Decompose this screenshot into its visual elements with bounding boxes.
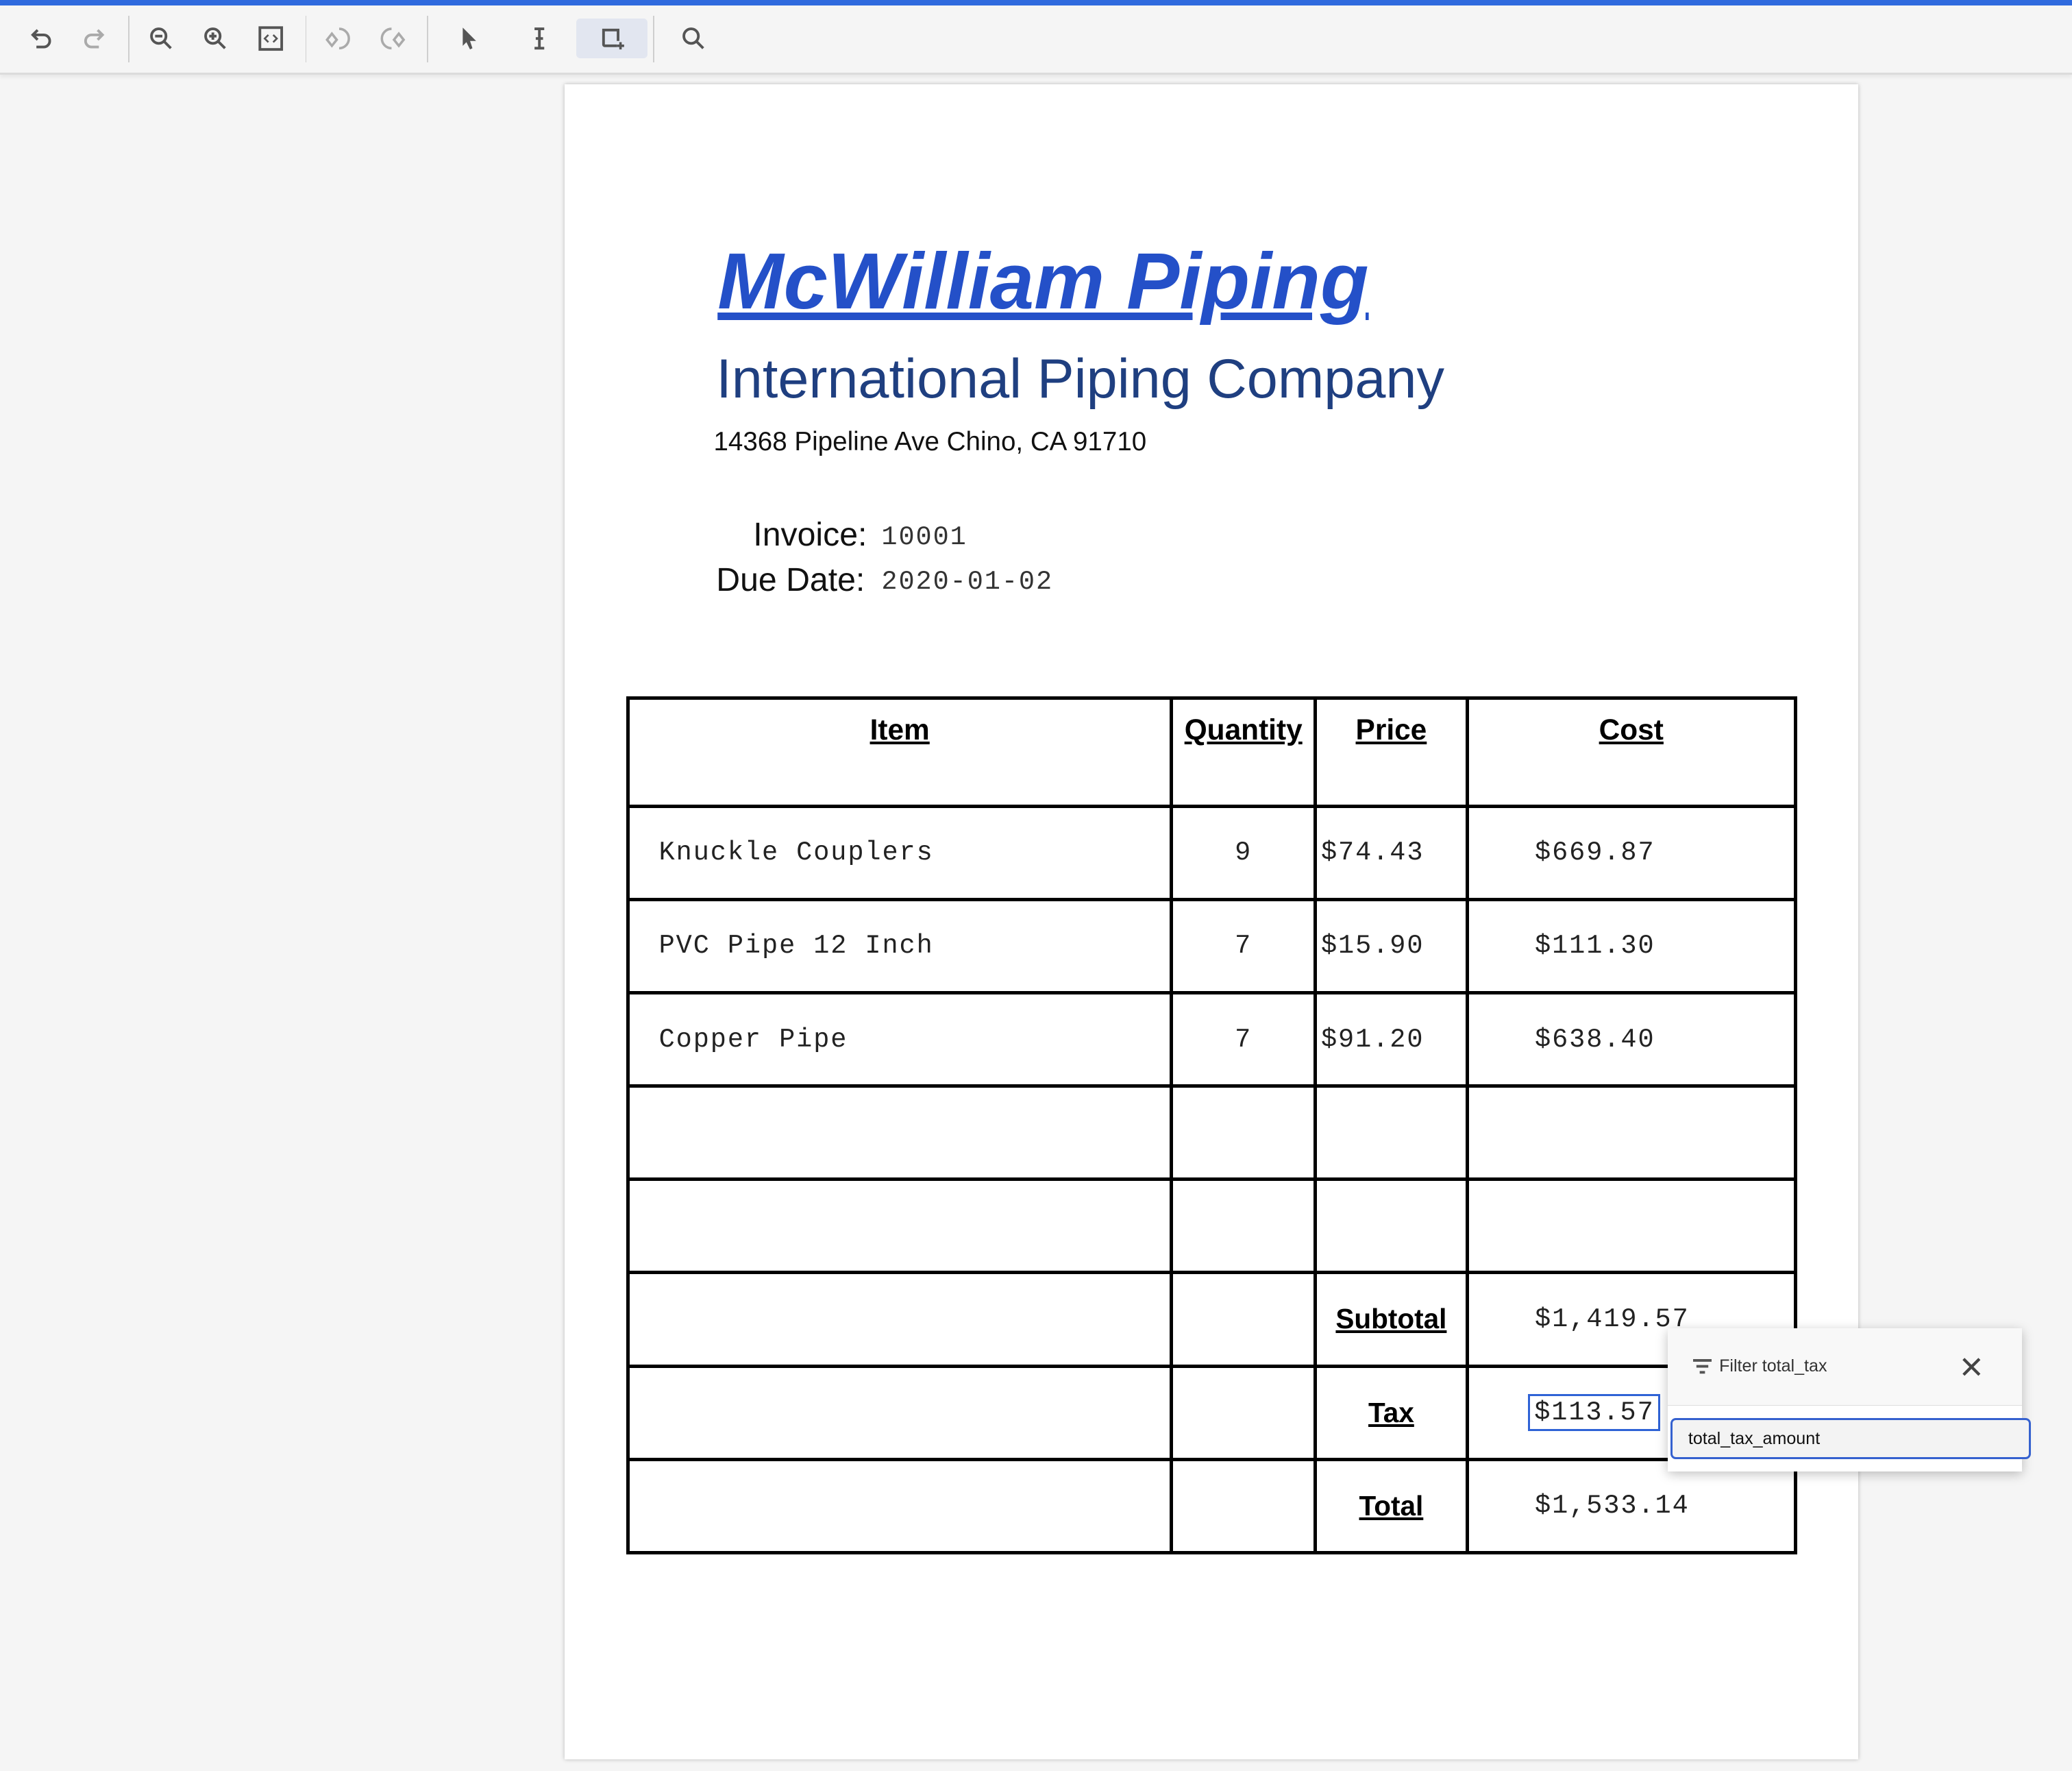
- undo-button[interactable]: [21, 19, 61, 58]
- rotate-left-button[interactable]: [319, 19, 358, 58]
- empty-row: [626, 1177, 1797, 1275]
- close-icon[interactable]: [1958, 1354, 1985, 1380]
- divider: [305, 16, 307, 62]
- add-box-icon: [602, 28, 624, 49]
- redo-button[interactable]: [74, 19, 114, 58]
- header-cost: Cost: [1465, 696, 1797, 808]
- invoice-label: Invoice:: [753, 516, 867, 554]
- table-row: PVC Pipe 12 Inch 7 $15.90 $111.30: [626, 897, 1797, 994]
- quantity-cell: 7: [1170, 990, 1318, 1088]
- table-row: Knuckle Couplers 9 $74.43 $669.87: [626, 804, 1797, 901]
- company-name: McWilliam Piping: [717, 236, 1369, 326]
- tax-row: Tax $113.57: [626, 1364, 1797, 1461]
- header-item: Item: [626, 696, 1174, 808]
- quantity-cell: 9: [1170, 804, 1318, 901]
- total-value: $1,533.14: [1465, 1457, 1797, 1554]
- fit-page-icon: [258, 26, 284, 51]
- filter-popup-title: Filter total_tax: [1719, 1356, 1827, 1376]
- zoom-in-button[interactable]: [195, 19, 235, 58]
- header-quantity: Quantity: [1170, 696, 1318, 808]
- divider: [652, 16, 654, 62]
- item-cell: Knuckle Couplers: [626, 804, 1174, 901]
- table-row: Copper Pipe 7 $91.20 $638.40: [626, 990, 1797, 1088]
- text-cursor-icon: [534, 27, 544, 49]
- tax-value-selected[interactable]: $113.57: [1528, 1394, 1661, 1432]
- top-accent-bar: [0, 0, 2072, 5]
- filter-input[interactable]: [1670, 1418, 2032, 1460]
- divider: [128, 16, 130, 62]
- rotate-left-icon: [325, 27, 351, 49]
- total-row: Total $1,533.14: [626, 1457, 1797, 1554]
- total-label: Total: [1314, 1457, 1469, 1554]
- company-subtitle: International Piping Company: [716, 348, 1444, 411]
- cost-cell: $669.87: [1465, 804, 1797, 901]
- select-pointer-button[interactable]: [449, 19, 489, 58]
- search-icon: [682, 27, 705, 49]
- zoom-out-button[interactable]: [141, 19, 181, 58]
- cost-cell: $111.30: [1465, 897, 1797, 994]
- subtotal-row: Subtotal $1,419.57: [626, 1271, 1797, 1368]
- quantity-cell: 7: [1170, 897, 1318, 994]
- zoom-in-icon: [204, 27, 226, 49]
- filter-popup: Filter total_tax: [1667, 1328, 2032, 1471]
- price-cell: $91.20: [1314, 990, 1469, 1088]
- item-cell: Copper Pipe: [626, 990, 1174, 1088]
- toolbar: [0, 5, 2072, 75]
- redo-icon: [84, 29, 105, 49]
- draw-box-button[interactable]: [576, 18, 648, 58]
- cursor-arrow-icon: [463, 27, 477, 49]
- fit-page-button[interactable]: [251, 19, 291, 58]
- price-cell: $15.90: [1314, 897, 1469, 994]
- text-select-button[interactable]: [519, 19, 559, 58]
- item-cell: PVC Pipe 12 Inch: [626, 897, 1174, 994]
- header-price: Price: [1314, 696, 1469, 808]
- rotate-right-icon: [380, 27, 405, 49]
- invoice-table: Item Quantity Price Cost Knuckle Coupler…: [626, 696, 1797, 1554]
- divider: [426, 16, 428, 62]
- invoice-number: 10001: [881, 522, 967, 552]
- subtotal-label: Subtotal: [1314, 1271, 1469, 1368]
- undo-icon: [30, 29, 51, 49]
- rotate-right-button[interactable]: [373, 19, 412, 58]
- filter-popup-header: Filter total_tax: [1667, 1328, 2022, 1406]
- filter-icon: [1692, 1358, 1712, 1373]
- cost-cell: $638.40: [1465, 990, 1797, 1088]
- zoom-out-icon: [150, 27, 172, 49]
- tax-label: Tax: [1314, 1364, 1469, 1461]
- table-header-row: Item Quantity Price Cost: [626, 696, 1797, 808]
- due-date: 2020-01-02: [881, 567, 1054, 598]
- empty-row: [626, 1084, 1797, 1182]
- price-cell: $74.43: [1314, 804, 1469, 901]
- due-date-label: Due Date:: [716, 561, 865, 598]
- search-button[interactable]: [674, 19, 714, 58]
- company-address: 14368 Pipeline Ave Chino, CA 91710: [713, 426, 1147, 456]
